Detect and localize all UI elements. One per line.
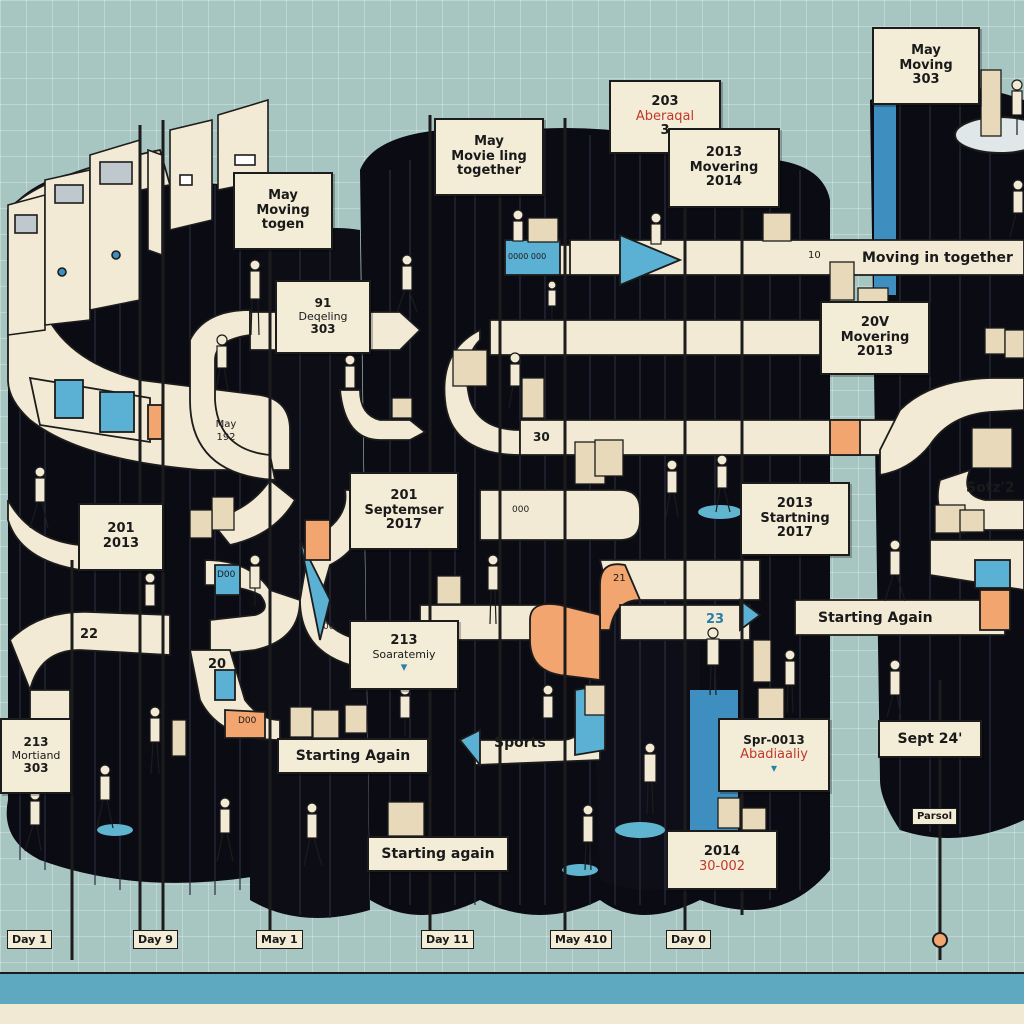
date-card: May Moving 303: [872, 27, 980, 105]
ribbon-label: 21: [613, 573, 626, 584]
ribbon-label: 23: [706, 612, 725, 627]
day-tag: May 1: [256, 930, 303, 949]
date-card: 20V Movering 2013: [820, 301, 930, 375]
day-tag: Day 11: [421, 930, 474, 949]
date-card: Spr-0013 Abadiaaliy ▾: [718, 718, 830, 792]
ribbon-label: Starting Again: [818, 610, 933, 626]
ribbon-label: 22: [80, 627, 99, 642]
ribbon-label: 20: [208, 657, 227, 672]
date-card: 2013 Startning 2017: [740, 482, 850, 556]
ribbon-label: 10: [808, 250, 821, 261]
day-tag: May 410: [550, 930, 612, 949]
bottom-band: [0, 972, 1024, 1006]
boxes: [171, 69, 1024, 837]
ribbon-label: May 192: [215, 419, 237, 443]
ribbon-label: 00: [323, 622, 335, 632]
ribbon-label: 000: [512, 505, 530, 515]
day-tag: Day 1: [7, 930, 52, 949]
people: [24, 79, 1024, 871]
panel-screens: [7, 98, 269, 336]
date-card: Starting again: [367, 836, 509, 872]
date-card: Sept 24': [878, 720, 982, 758]
end-marker-icon: [932, 932, 948, 948]
date-card: 2013 Movering 2014: [668, 128, 780, 208]
ribbon-label: 30: [533, 430, 550, 444]
ribbon-label: 0000 000: [508, 252, 547, 261]
panel-label: Parsol: [912, 808, 957, 825]
date-card: Starting Again: [277, 738, 429, 774]
floor-strip: [0, 1004, 1024, 1024]
day-tag: Day 9: [133, 930, 178, 949]
date-card: May Moving togen: [233, 172, 333, 250]
date-card: 91 Deqeling 303: [275, 280, 371, 354]
day-tag: Day 0: [666, 930, 711, 949]
date-card: 201 2013: [78, 503, 164, 571]
date-card: 2014 30-002: [666, 830, 778, 890]
ribbon-label: D00: [217, 570, 236, 580]
ribbon-label: Moving in together: [862, 250, 1013, 266]
ribbon-label: Sotz'2: [966, 480, 1015, 496]
poles: [70, 115, 942, 960]
date-card: 213 Soaratemiy ▾: [349, 620, 459, 690]
ribbon-label: D00: [238, 716, 257, 726]
ribbon-label: Sports: [494, 735, 546, 751]
date-card: 201 Septemser 2017: [349, 472, 459, 550]
date-card: 213 Mortiand 303: [0, 718, 72, 794]
date-card: May Movie ling together: [434, 118, 544, 196]
